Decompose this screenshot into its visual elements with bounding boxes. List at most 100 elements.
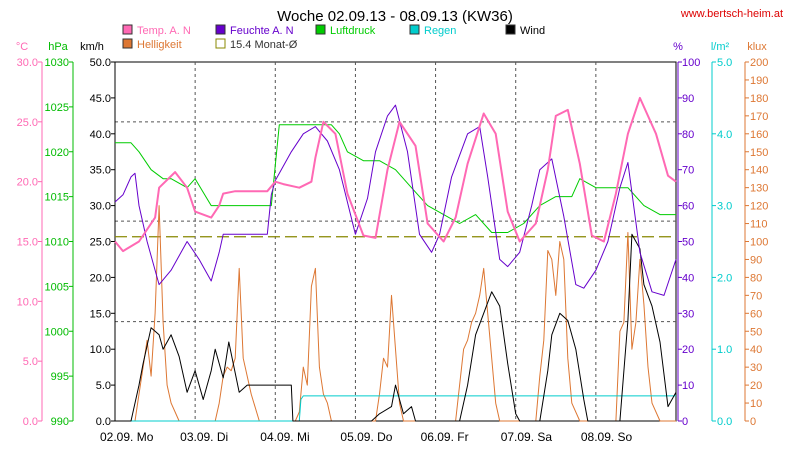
rain-tick-label: 3.0 [717,201,732,213]
hum-tick-label: 90 [682,93,694,105]
press-tick-label: 1015 [45,192,69,204]
hum-tick-label: 40 [682,272,694,284]
hum-tick-label: 0 [682,416,688,428]
legend: Temp. A. N Feuchte A. N Luftdruck Regen Wind… [122,24,545,51]
plot-frame [114,61,677,422]
light-tick-label: 60 [750,308,762,320]
series-line-temp [114,96,677,253]
press-tick-label: 1020 [45,147,69,159]
press-unit-label: hPa [48,41,68,53]
legend-label: Feuchte A. N [230,25,294,37]
rain-tick-label: 4.0 [717,129,732,141]
series-line-rain [115,395,676,422]
x-tick-label: 07.09. Sa [501,430,553,444]
hum-unit-label: % [673,41,683,53]
temp-tick-label: 25.0 [17,117,38,129]
temp-tick-label: 30.0 [17,57,38,69]
light-tick-label: 200 [750,57,768,69]
light-tick-label: 90 [750,254,762,266]
light-tick-label: 110 [750,219,768,231]
chart-title: Woche 02.09.13 - 08.09.13 (KW36) [277,8,513,25]
wind-tick-label: 50.0 [90,57,111,69]
x-tick-label: 08.09. So [581,430,633,444]
legend-label: Helligkeit [137,39,182,51]
press-tick-label: 1030 [45,57,69,69]
wind-tick-label: 5.0 [96,380,111,392]
x-tick-label: 04.09. Mi [260,430,309,444]
x-tick-label: 05.09. Do [340,430,392,444]
wind-tick-label: 45.0 [90,93,111,105]
temp-tick-label: 20.0 [17,177,38,189]
light-tick-label: 130 [750,183,768,195]
light-tick-label: 150 [750,147,768,159]
hum-tick-label: 80 [682,129,694,141]
wind-tick-label: 25.0 [90,237,111,249]
light-tick-label: 80 [750,272,762,284]
press-tick-label: 995 [51,371,69,383]
rain-tick-label: 0.0 [717,416,732,428]
hum-tick-label: 10 [682,380,694,392]
rain-tick-label: 5.0 [717,57,732,69]
light-tick-label: 140 [750,165,768,177]
light-tick-label: 70 [750,290,762,302]
wind-tick-label: 0.0 [96,416,111,428]
series-line-hum [114,104,677,296]
legend-swatch [215,38,226,49]
legend-swatch [505,24,516,35]
light-tick-label: 180 [750,93,768,105]
temp-tick-label: 10.0 [17,296,38,308]
hum-tick-label: 20 [682,344,694,356]
temp-tick-label: 5.0 [23,356,38,368]
legend-swatch [409,24,420,35]
wind-tick-label: 10.0 [90,344,111,356]
x-tick-label: 02.09. Mo [100,430,154,444]
hum-tick-label: 60 [682,201,694,213]
legend-label: Luftdruck [330,25,376,37]
light-unit-label: klux [747,41,767,53]
legend-label: Temp. A. N [137,25,191,37]
legend-swatch [122,38,133,49]
hum-tick-label: 70 [682,165,694,177]
temp-unit-label: °C [16,41,28,53]
temp-tick-label: 0.0 [23,416,38,428]
light-tick-label: 0 [750,416,756,428]
light-tick-label: 100 [750,237,768,249]
series-line-light [115,205,676,422]
legend-label: Wind [520,25,545,37]
press-tick-label: 1025 [45,102,69,114]
light-tick-label: 120 [750,201,768,213]
rain-tick-label: 1.0 [717,344,732,356]
press-tick-label: 990 [51,416,69,428]
legend-label: 15.4 Monat-Ø [230,39,298,51]
temp-tick-label: 15.0 [17,237,38,249]
light-tick-label: 20 [750,380,762,392]
wind-tick-label: 40.0 [90,129,111,141]
press-tick-label: 1005 [45,281,69,293]
series-line-wind [115,233,677,422]
light-tick-label: 40 [750,344,762,356]
wind-tick-label: 30.0 [90,201,111,213]
wind-unit-label: km/h [80,41,104,53]
site-watermark: www.bertsch-heim.at [680,8,783,20]
hum-tick-label: 50 [682,237,694,249]
legend-swatch [122,24,133,35]
legend-swatch [315,24,326,35]
rain-unit-label: l/m² [711,41,730,53]
light-tick-label: 160 [750,129,768,141]
axes: 0.05.010.015.020.025.030.0°C990995100010… [16,41,769,444]
press-tick-label: 1010 [45,237,69,249]
wind-tick-label: 35.0 [90,165,111,177]
light-tick-label: 10 [750,398,762,410]
rain-tick-label: 2.0 [717,272,732,284]
series-line-press [115,124,676,233]
plot-area [114,96,677,422]
press-tick-label: 1000 [45,326,69,338]
x-tick-label: 03.09. Di [180,430,228,444]
legend-swatch [215,24,226,35]
hum-tick-label: 30 [682,308,694,320]
x-tick-label: 06.09. Fr [421,430,469,444]
light-tick-label: 170 [750,111,768,123]
light-tick-label: 190 [750,75,768,87]
